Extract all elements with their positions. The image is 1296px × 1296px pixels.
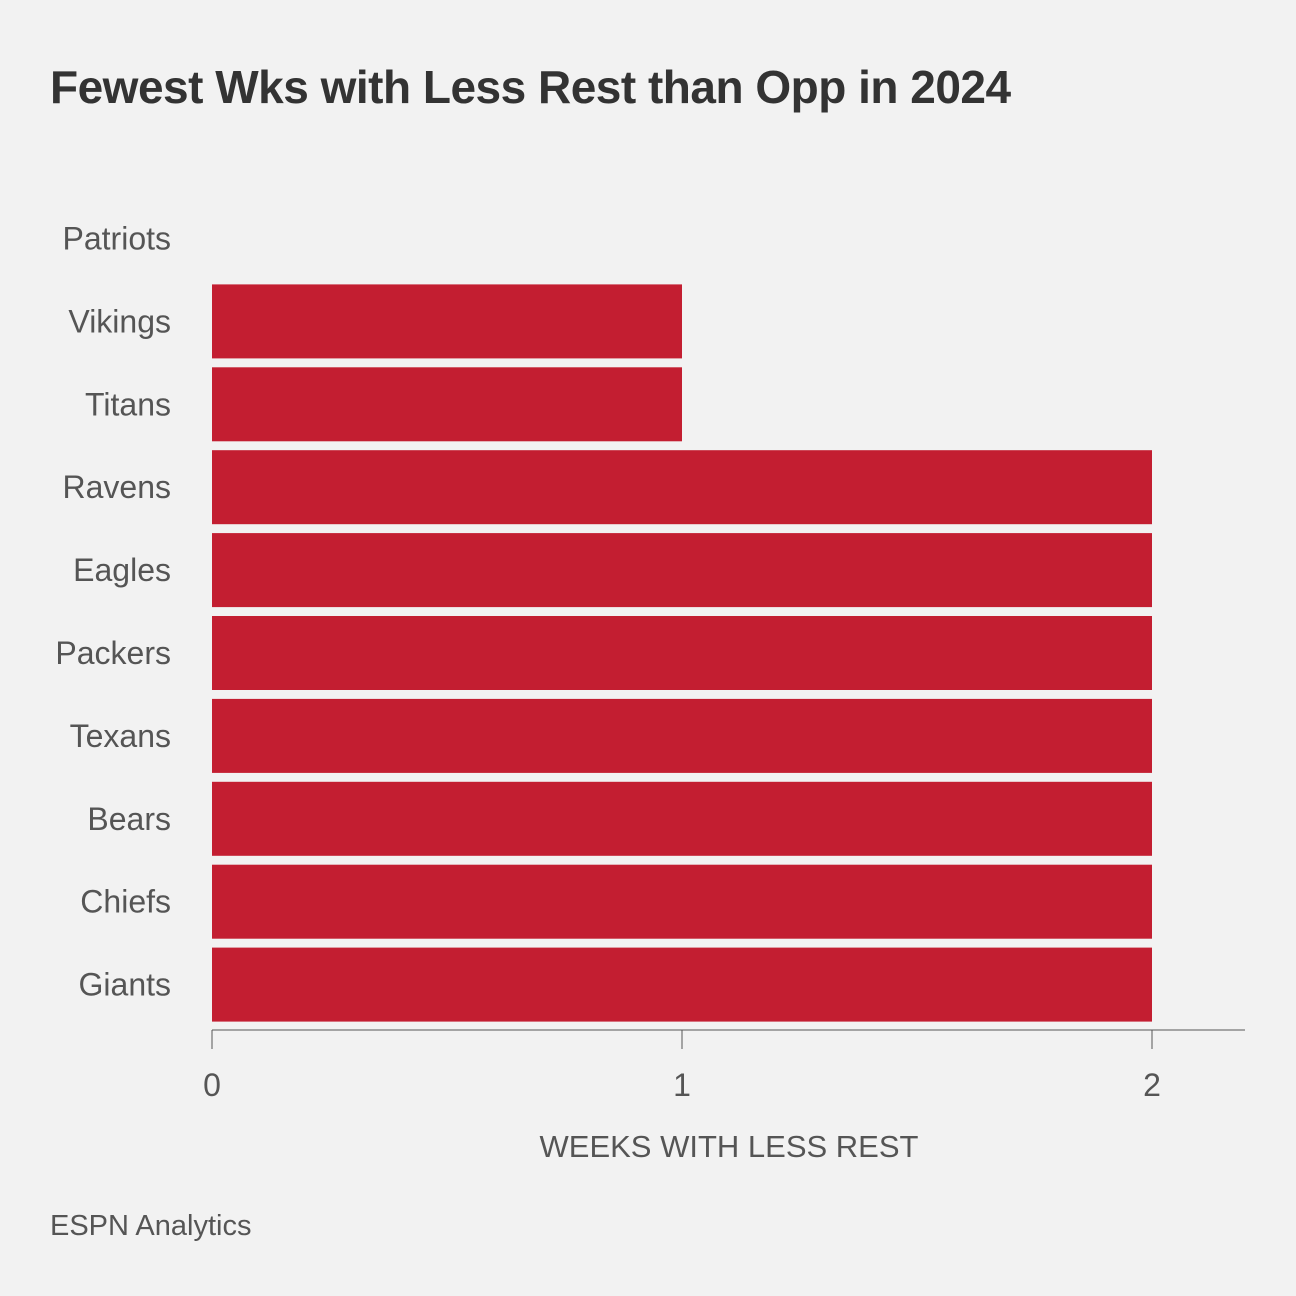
category-label-packers: Packers [55,635,171,671]
category-label-patriots: Patriots [63,220,171,256]
bar-ravens [212,450,1152,525]
bars-layer [212,284,1152,1022]
x-axis-title: WEEKS WITH LESS REST [540,1129,919,1164]
bar-titans [212,367,682,442]
category-label-texans: Texans [70,718,171,754]
source-credit: ESPN Analytics [50,1210,252,1242]
category-labels: Patriots Vikings Titans Ravens Eagles Packers… [55,220,171,1002]
bar-vikings [212,284,682,359]
category-label-bears: Bears [87,801,171,837]
category-label-giants: Giants [79,967,171,1003]
category-label-ravens: Ravens [63,469,172,505]
category-label-chiefs: Chiefs [80,884,171,920]
x-axis: 0 1 2 [203,1029,1245,1103]
category-label-vikings: Vikings [68,303,171,339]
chart-title: Fewest Wks with Less Rest than Opp in 20… [50,61,1011,113]
category-label-eagles: Eagles [73,552,171,588]
bar-packers [212,616,1152,690]
x-tick-label-0: 0 [203,1067,221,1103]
bar-giants [212,947,1152,1022]
category-label-titans: Titans [85,386,171,422]
x-tick-label-2: 2 [1143,1067,1161,1103]
x-tick-label-1: 1 [673,1067,691,1103]
bar-bears [212,781,1152,856]
bar-texans [212,698,1152,773]
bar-chiefs [212,864,1152,939]
bar-eagles [212,533,1152,608]
